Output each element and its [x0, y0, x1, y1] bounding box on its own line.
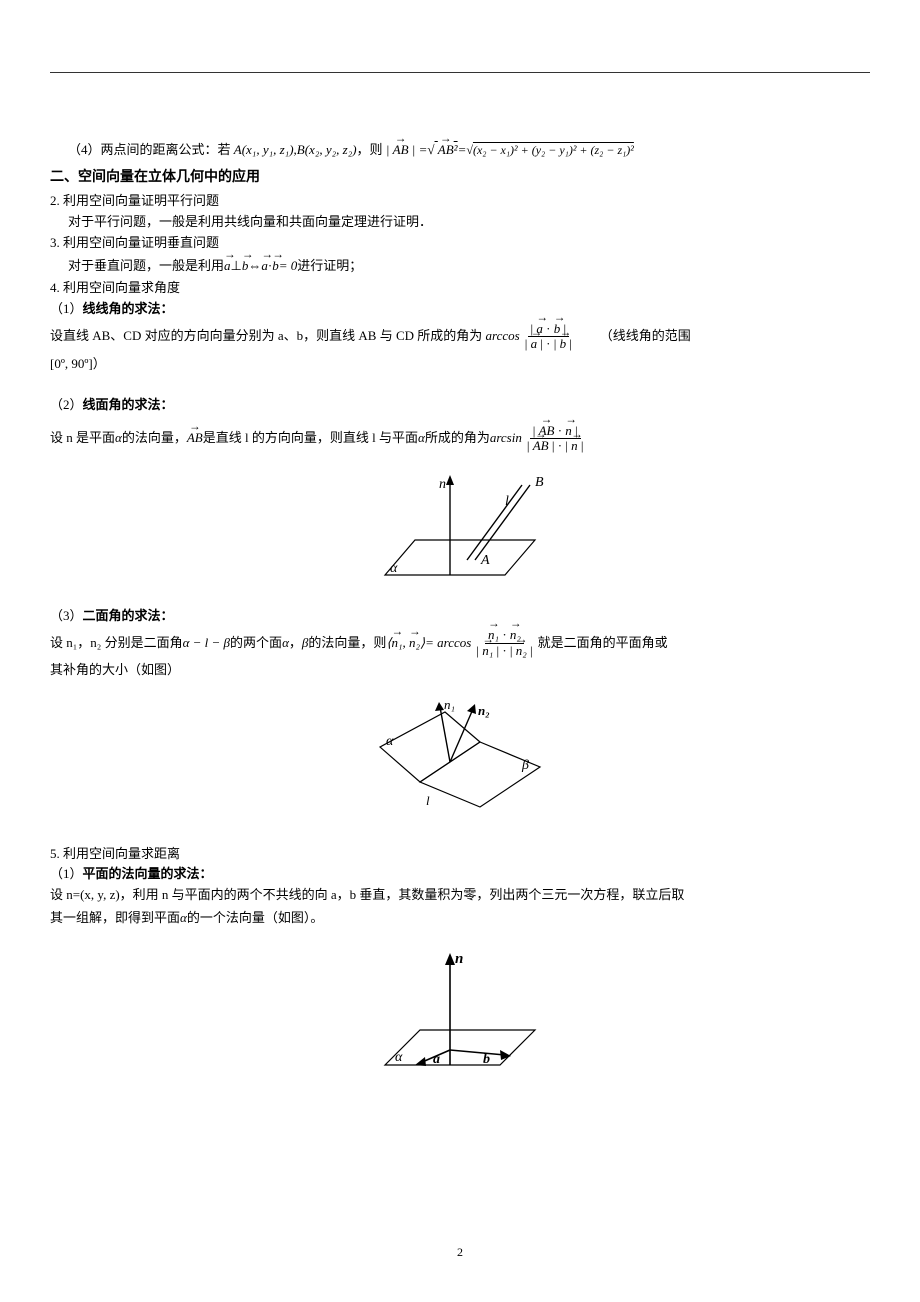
s1-b2-pre: 其一组解，即得到平面	[50, 908, 180, 929]
distance-prefix: （4）两点间的距离公式：若	[68, 140, 231, 161]
fig1-A: A	[480, 553, 490, 568]
page: （4）两点间的距离公式：若 A(x₁, y₁, z₁) , B(x₂, y₂, …	[0, 0, 920, 1302]
ab-mag: | AB | =	[386, 140, 428, 161]
dihedral-title: （3）二面角的求法：	[50, 606, 870, 627]
fig3-a: a	[433, 1052, 440, 1067]
fig2-n2: n₂	[478, 703, 490, 718]
dh-line2: 其补角的大小（如图）	[50, 660, 870, 681]
alpha-1: α	[115, 428, 122, 449]
sec5-title: 5. 利用空间向量求距离	[50, 844, 870, 865]
p4: 4. 利用空间向量求角度	[50, 278, 870, 299]
lp-mid2: 是直线 l 的方向向量，则直线 l 与平面	[203, 428, 418, 449]
line-line-title: （1）（1）线线角的求法：线线角的求法：	[50, 299, 870, 320]
point-B: B(x₂, y₂, z₂)	[297, 140, 357, 161]
fig2-alpha: α	[386, 734, 394, 749]
dh-frac: n₁ · n₂ | n₁ | · | n₂ |	[473, 628, 535, 658]
dh-mid1: 的两个面	[230, 633, 282, 654]
eq-1: =	[458, 140, 467, 161]
ll-range: [0º, 90º]）	[50, 354, 870, 375]
fig1-n: n	[439, 477, 446, 492]
section-2-title: 二、空间向量在立体几何中的应用	[50, 167, 870, 189]
p2: 2. 利用空间向量证明平行问题	[50, 191, 870, 212]
dh-post: 就是二面角的平面角或	[538, 633, 668, 654]
line-plane-body: 设 n 是平面 α 的法向量， AB 是直线 l 的方向向量，则直线 l 与平面…	[50, 424, 870, 454]
sqrt-expr: √(x₂ − x₁)² + (y₂ − y₁)² + (z₂ − z₁)²	[466, 141, 634, 160]
p3-post: 进行证明；	[297, 256, 362, 277]
alpha-l-beta: α − l − β	[183, 633, 230, 654]
p3-body: 对于垂直问题，一般是利用 a ⊥ b ⇔ a · b = 0 进行证明；	[50, 256, 870, 277]
angle-pair: ⟨n₁, n₂⟩	[386, 633, 425, 654]
fig1-l: l	[505, 494, 509, 509]
lp-pre: 设 n 是平面	[50, 428, 115, 449]
vec-ab: AB	[187, 428, 203, 449]
arcsin-1: arcsin	[490, 428, 522, 449]
sec5-s1-title: （1）平面的法向量的求法：	[50, 864, 870, 885]
line-plane-title: （2）线面角的求法：	[50, 395, 870, 416]
vec-b-1: b	[242, 256, 249, 277]
sec5-s1-body2: 其一组解，即得到平面 α 的一个法向量（如图）。	[50, 908, 870, 929]
ll-frac: | a · b | | a | · | b |	[522, 322, 575, 352]
dh-eq: = arccos	[425, 633, 471, 654]
dh-alpha: α	[282, 633, 289, 654]
fig2-l: l	[426, 793, 430, 808]
page-number: 2	[0, 1243, 920, 1262]
ll-pre: 设直线 AB、CD 对应的方向向量分别为 a、b，则直线 AB 与 CD 所成的…	[50, 326, 482, 347]
p3: 3. 利用空间向量证明垂直问题	[50, 233, 870, 254]
header-rule	[50, 72, 870, 73]
s1-b2-post: 的一个法向量（如图）。	[187, 908, 324, 929]
dh-comma: ，	[289, 633, 302, 654]
fig3-alpha: α	[395, 1050, 403, 1065]
dihedral-body: 设 n₁，n₂ 分别是二面角 α − l − β 的两个面 α ， β 的法向量…	[50, 628, 870, 658]
figure-dihedral: α β n₁ n₂ l	[350, 687, 570, 817]
lp-mid1: 的法向量，	[122, 428, 187, 449]
point-A: A(x₁, y₁, z₁)	[234, 140, 294, 161]
distance-formula-row: （4）两点间的距离公式：若 A(x₁, y₁, z₁) , B(x₂, y₂, …	[50, 140, 870, 161]
figure-normal-vector: n a b α	[355, 935, 565, 1085]
s1-alpha: α	[180, 908, 187, 929]
fig1-B: B	[535, 475, 544, 490]
lp-frac: | AB · n | | AB | · | n |	[524, 424, 587, 454]
then-text: ，则	[357, 140, 383, 161]
dh-mid2: 的法向量，则	[308, 633, 386, 654]
fig1-alpha: α	[390, 561, 398, 576]
content: （4）两点间的距离公式：若 A(x₁, y₁, z₁) , B(x₂, y₂, …	[50, 140, 870, 1085]
vec-a-2: a	[261, 256, 268, 277]
ll-post: （线线角的范围	[600, 326, 691, 347]
figure-line-plane: n l B A α	[345, 460, 575, 600]
fig3-b: b	[483, 1052, 490, 1067]
lp-mid3: 所成的角为	[425, 428, 490, 449]
line-line-body: 设直线 AB、CD 对应的方向向量分别为 a、b，则直线 AB 与 CD 所成的…	[50, 322, 870, 352]
p3-pre: 对于垂直问题，一般是利用	[68, 256, 224, 277]
dh-pre: 设 n₁，n₂ 分别是二面角	[50, 633, 183, 654]
vec-a-1: a	[224, 256, 231, 277]
arccos-1: arccos	[486, 326, 520, 347]
sec5-s1-body1: 设 n=(x, y, z)，利用 n 与平面内的两个不共线的向 a，b 垂直，其…	[50, 885, 870, 906]
alpha-2: α	[418, 428, 425, 449]
fig2-n1: n₁	[444, 697, 455, 712]
sqrt-ab2: √ AB²	[427, 140, 457, 161]
p2-body: 对于平行问题，一般是利用共线向量和共面向量定理进行证明．	[50, 212, 870, 233]
fig3-n: n	[455, 951, 463, 967]
fig2-beta: β	[521, 758, 529, 773]
vec-b-2: b	[272, 256, 279, 277]
